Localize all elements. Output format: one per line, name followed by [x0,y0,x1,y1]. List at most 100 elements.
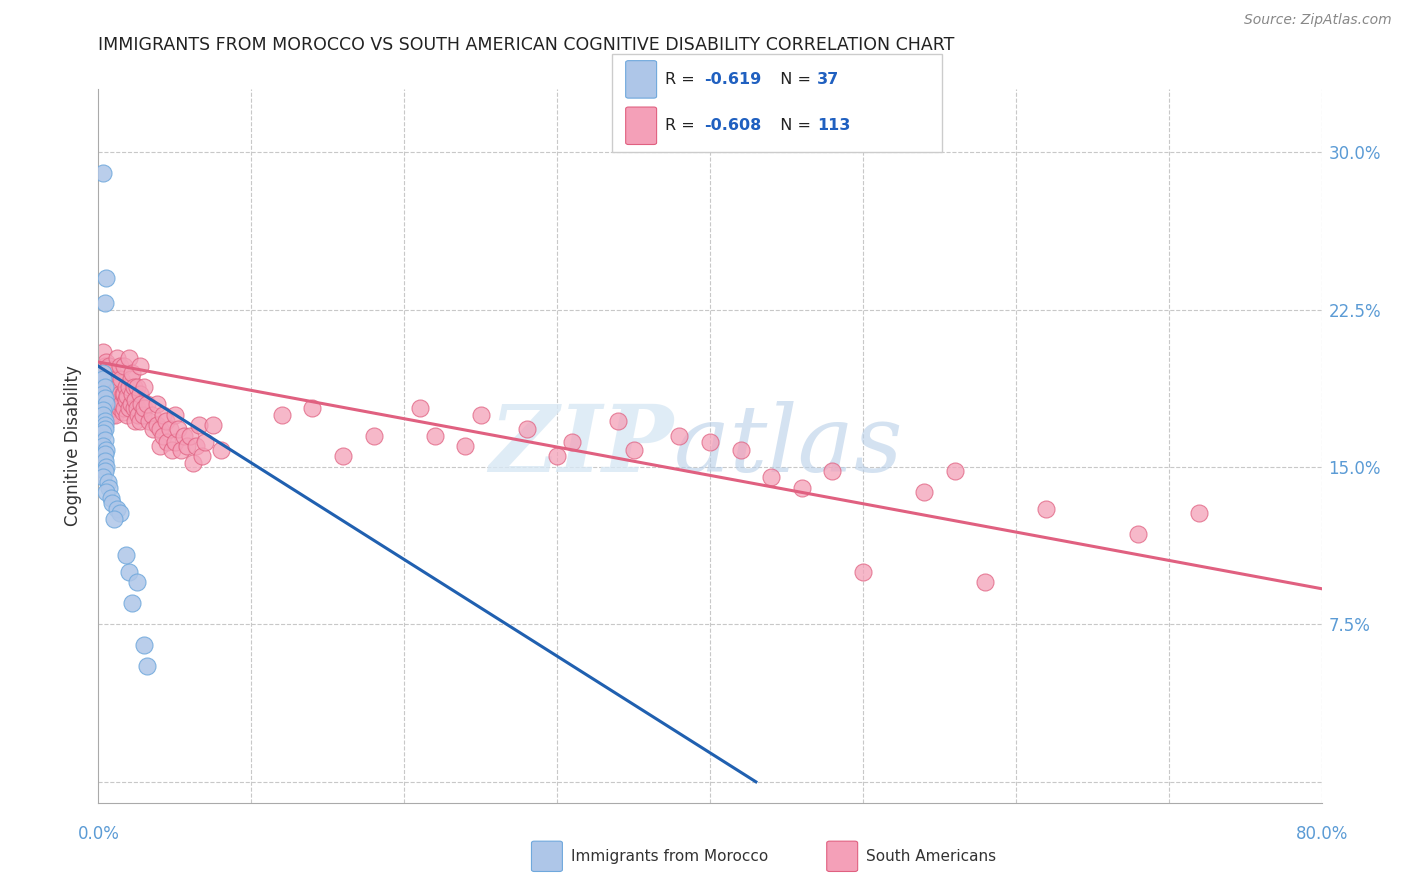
Point [107,397,129,411]
Point [101,380,124,394]
Point [170,443,193,458]
Point [108,401,131,416]
Point [202,417,225,432]
Point [974,575,997,590]
Text: atlas: atlas [673,401,903,491]
Point [108,506,131,520]
Point [103,386,125,401]
Point [100,491,122,506]
Point [167,422,190,436]
Point [112,359,135,374]
Point [163,434,186,449]
Point [122,380,145,394]
Point [120,372,142,386]
Point [607,414,630,428]
Text: 37: 37 [817,72,839,87]
Point [852,565,875,579]
Point [118,401,141,416]
Point [98,359,121,374]
Point [103,401,125,416]
Point [105,372,128,386]
Point [821,464,844,478]
Point [194,434,217,449]
Point [132,408,155,422]
Point [943,464,966,478]
Point [105,351,128,365]
Point [91,403,114,417]
Point [156,434,179,449]
Point [93,422,115,436]
Point [111,386,134,401]
Point [105,502,128,516]
Point [173,428,195,442]
Point [91,386,114,401]
Point [423,428,446,442]
Point [124,392,146,407]
Point [93,369,115,384]
Point [668,428,690,442]
Point [122,401,145,416]
Point [104,397,127,411]
Point [120,397,142,411]
Point [115,392,138,407]
Point [125,380,148,394]
Text: 0.0%: 0.0% [77,825,120,843]
Point [94,397,117,411]
Point [129,397,152,411]
Point [103,372,125,386]
Point [94,271,117,285]
Point [91,344,114,359]
Point [730,443,752,458]
Point [134,380,156,394]
Point [93,414,115,428]
Point [516,422,538,436]
Point [104,380,127,394]
Point [101,496,124,510]
Point [91,470,114,484]
Point [94,355,117,369]
Point [124,414,146,428]
Point [108,359,131,374]
Point [152,408,174,422]
Point [101,363,124,377]
Point [93,380,115,394]
Point [125,575,148,590]
Text: R =: R = [665,72,700,87]
Point [100,401,122,416]
Point [454,439,477,453]
Point [93,359,115,374]
Point [408,401,430,416]
Point [101,408,124,422]
Point [546,450,568,464]
Point [623,443,645,458]
Point [97,475,120,489]
Point [118,565,141,579]
Point [91,166,114,180]
Point [301,401,323,416]
Point [91,366,114,380]
Point [94,460,117,475]
Point [112,386,135,401]
Point [470,408,492,422]
Point [142,422,165,436]
Point [100,368,122,382]
Point [111,405,134,419]
Text: -0.619: -0.619 [704,72,762,87]
Point [105,392,128,407]
Point [191,450,214,464]
Point [1128,527,1150,541]
Point [117,408,139,422]
Point [699,434,721,449]
Point [163,408,186,422]
Point [91,426,114,441]
Point [94,443,117,458]
Point [118,380,141,394]
Text: IMMIGRANTS FROM MOROCCO VS SOUTH AMERICAN COGNITIVE DISABILITY CORRELATION CHART: IMMIGRANTS FROM MOROCCO VS SOUTH AMERICA… [98,36,955,54]
Point [97,386,120,401]
Point [91,408,114,422]
Point [181,456,204,470]
Point [561,434,583,449]
Point [152,428,174,442]
Point [103,512,125,526]
Text: -0.608: -0.608 [704,119,762,133]
